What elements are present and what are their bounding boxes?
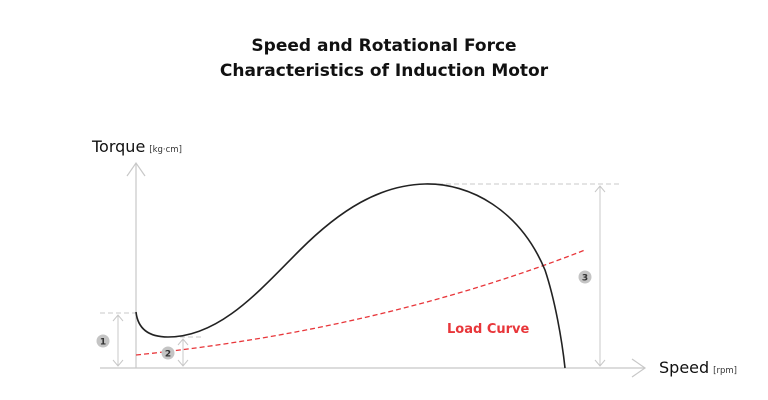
y-axis-arrow-icon: [126, 161, 146, 177]
svg-text:3: 3: [582, 274, 588, 284]
svg-text:2: 2: [165, 350, 171, 360]
diagram-title: Speed and Rotational Force Characteristi…: [0, 34, 768, 84]
x-axis-arrow-icon: [631, 358, 647, 378]
marker-2: 2: [161, 346, 175, 360]
svg-text:1: 1: [100, 338, 106, 348]
title-line-1: Speed and Rotational Force: [251, 36, 517, 56]
torque-curve: [135, 183, 566, 369]
title-line-2: Characteristics of Induction Motor: [219, 61, 549, 81]
marker-1: 1: [96, 334, 110, 348]
y-axis-label: Torque [kg·cm]: [91, 137, 182, 156]
load-curve: [135, 249, 586, 356]
marker-3: 3: [578, 270, 592, 284]
x-axis-label: Speed [rpm]: [659, 358, 737, 377]
load-curve-label: Load Curve: [447, 322, 529, 337]
